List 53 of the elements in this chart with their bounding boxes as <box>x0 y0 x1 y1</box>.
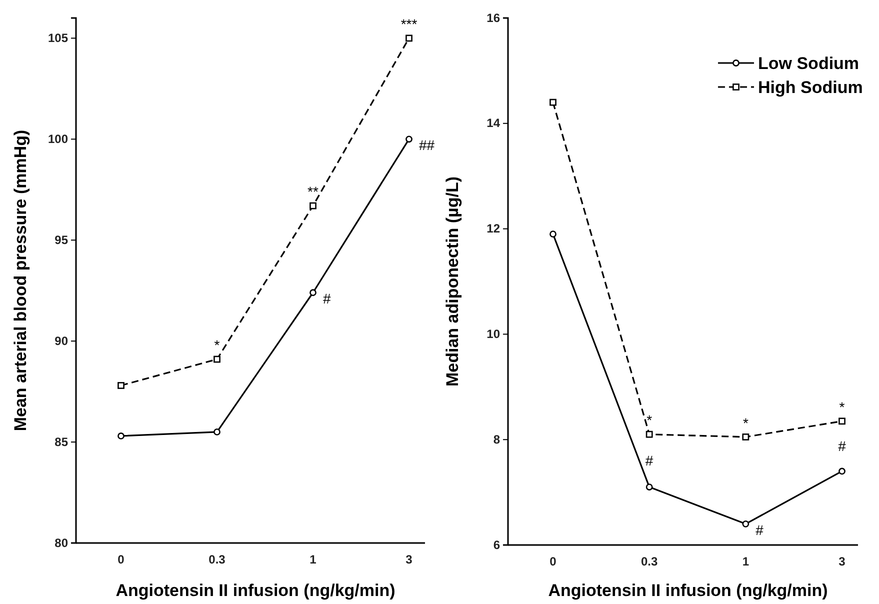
x-tick-label: 1 <box>310 552 317 567</box>
point <box>838 418 846 425</box>
point <box>646 484 653 490</box>
y-tick-label: 90 <box>54 334 68 348</box>
point <box>118 432 124 440</box>
annotation: ## <box>419 137 435 154</box>
annotation: # <box>323 290 331 307</box>
point <box>406 34 412 42</box>
x-tick-label: 0 <box>118 552 125 567</box>
annotation: * <box>646 412 653 428</box>
point <box>550 98 556 106</box>
annotation: * <box>742 414 749 431</box>
x-tick-label: 1 <box>742 554 750 569</box>
y-tick-label: 14 <box>486 116 500 130</box>
point <box>838 468 846 475</box>
point <box>310 289 316 296</box>
legend-label: High Sodium <box>758 78 863 97</box>
y-tick-label: 10 <box>486 327 500 342</box>
x-tick-label: 3 <box>838 554 846 569</box>
annotation: *** <box>400 16 418 32</box>
point <box>742 434 750 440</box>
point <box>646 430 653 438</box>
y-tick-label: 16 <box>486 10 500 25</box>
annotation: # <box>838 438 846 454</box>
legend-label: Low Sodium <box>758 54 860 73</box>
y-axis-title: Mean arterial blood pressure (mmHg) <box>11 130 30 432</box>
annotation: # <box>756 522 764 538</box>
point <box>550 230 556 238</box>
y-axis-title: Median adiponectin (µg/L) <box>443 176 462 387</box>
y-tick-label: 85 <box>54 434 68 449</box>
annotation: ** <box>308 184 319 200</box>
y-tick-label: 100 <box>48 132 68 146</box>
point <box>214 428 220 436</box>
x-tick-label: 0.3 <box>640 554 658 569</box>
point <box>118 382 124 389</box>
x-tick-label: 0.3 <box>208 552 226 567</box>
annotation: * <box>214 337 220 354</box>
y-tick-label: 6 <box>493 538 500 552</box>
point <box>214 356 220 363</box>
x-axis-title: Angiotensin II infusion (ng/kg/min) <box>116 581 396 600</box>
annotation: * <box>839 399 846 416</box>
point <box>742 520 750 528</box>
y-tick-label: 12 <box>486 222 500 236</box>
x-axis-title: Angiotensin II infusion (ng/kg/min) <box>548 581 828 600</box>
y-tick-label: 95 <box>54 232 68 247</box>
y-tick-label: 105 <box>48 31 68 46</box>
annotation: # <box>645 452 654 469</box>
point <box>406 136 412 143</box>
y-tick-label: 8 <box>493 432 500 446</box>
point <box>310 202 316 210</box>
x-tick-label: 3 <box>406 552 413 567</box>
x-tick-label: 0 <box>550 554 557 569</box>
y-tick-label: 80 <box>54 536 68 550</box>
